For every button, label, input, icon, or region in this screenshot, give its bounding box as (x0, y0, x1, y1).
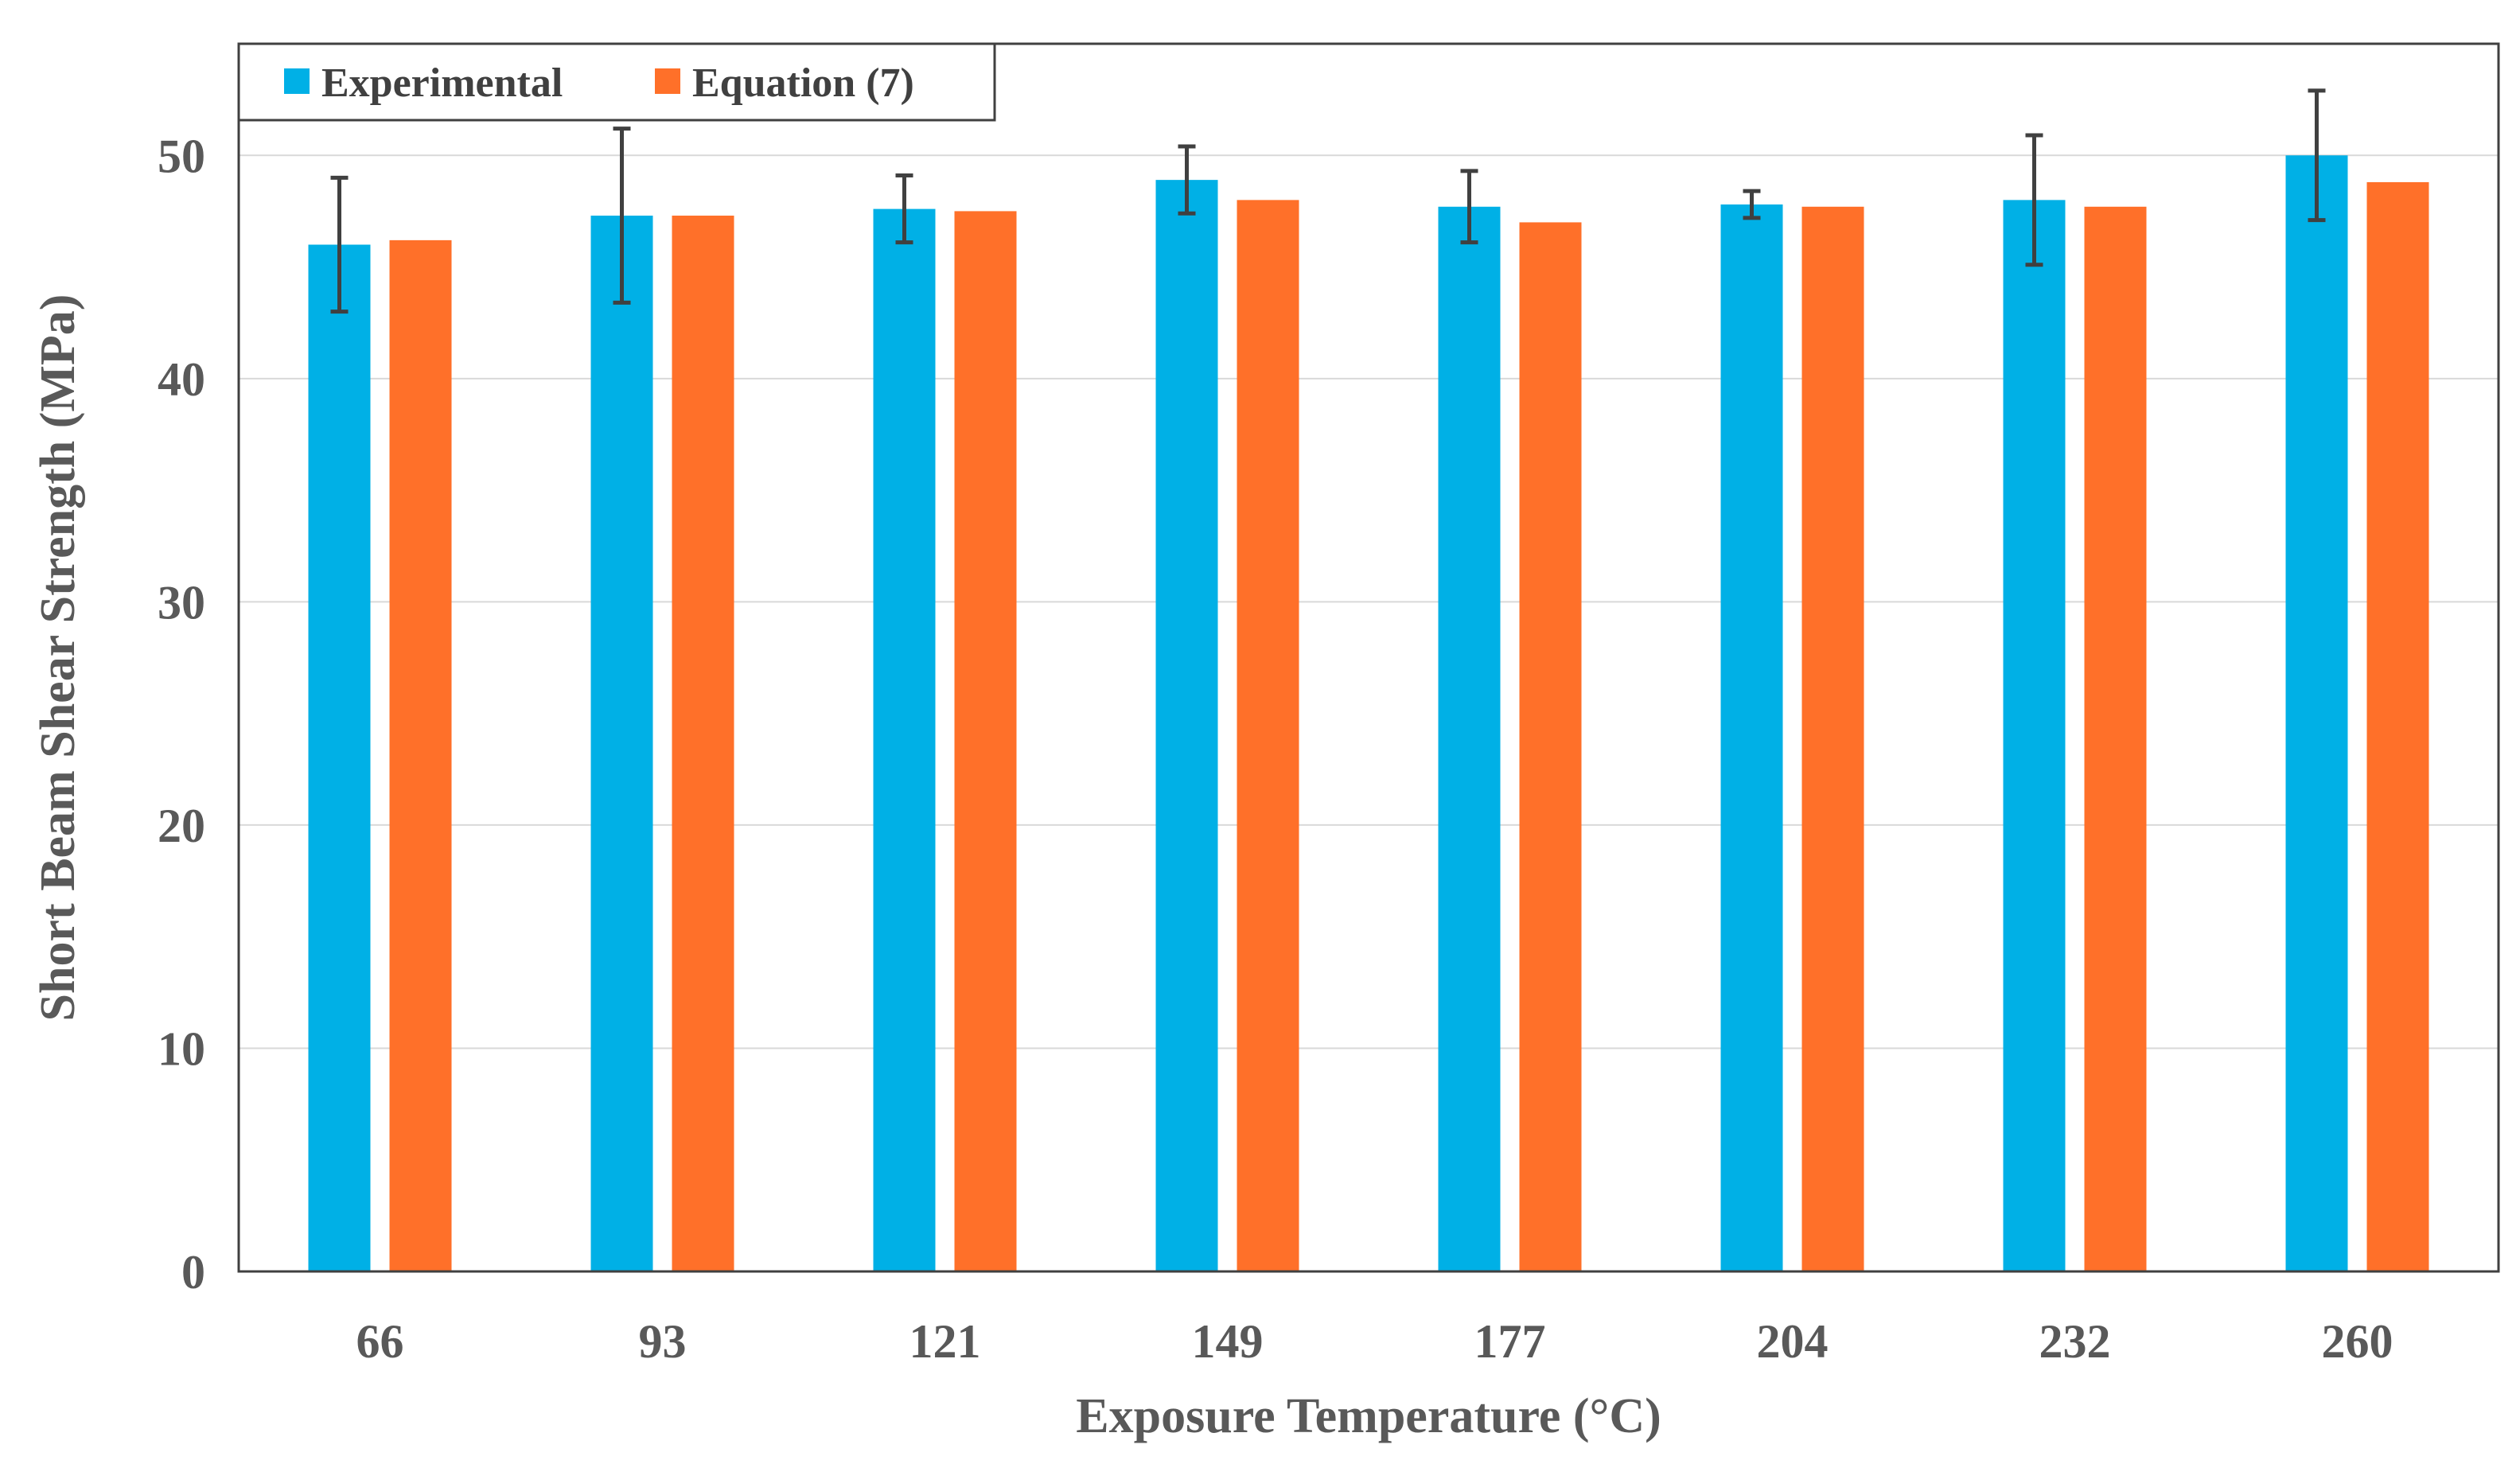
x-tick-label-149: 149 (1192, 1315, 1264, 1368)
legend-label-experimental: Experimental (321, 60, 563, 106)
error-bars (330, 88, 2326, 314)
tick-labels: 0 10 20 30 40 50 66 93 121 149 177 204 232 260 (158, 130, 2393, 1368)
y-tick-label-20: 20 (158, 800, 205, 852)
bar-experimental-232 (2003, 200, 2066, 1271)
y-tick-label-10: 10 (158, 1022, 205, 1075)
error-bar-93 (613, 127, 631, 305)
error-bar-149 (1178, 144, 1196, 216)
x-tick-label-93: 93 (639, 1315, 687, 1368)
y-tick-label-40: 40 (158, 353, 205, 406)
error-bar-260 (2308, 88, 2326, 223)
legend-box (237, 42, 996, 122)
x-tick-label-121: 121 (909, 1315, 981, 1368)
y-tick-label-0: 0 (181, 1246, 205, 1299)
x-tick-label-260: 260 (2322, 1315, 2393, 1368)
x-tick-label-232: 232 (2039, 1315, 2111, 1368)
bar-experimental-260 (2285, 155, 2348, 1272)
bar-experimental-121 (873, 208, 936, 1271)
bar-equation-7-121 (954, 211, 1017, 1272)
gridlines (239, 154, 2499, 1049)
y-tick-label-50: 50 (158, 130, 205, 182)
bar-experimental-204 (1720, 204, 1783, 1272)
bar-experimental-66 (308, 244, 371, 1271)
bar-equation-7-204 (1801, 206, 1864, 1271)
bar-equation-7-93 (672, 216, 734, 1271)
x-tick-label-66: 66 (356, 1315, 404, 1368)
plot-frame (237, 42, 2500, 1273)
bar-equation-7-177 (1519, 222, 1582, 1271)
legend-label-equation-7: Equation (7) (692, 60, 914, 106)
x-axis-title: Exposure Temperature (°C) (1076, 1389, 1661, 1443)
x-tick-label-177: 177 (1474, 1315, 1546, 1368)
bars (308, 155, 2429, 1272)
axes (237, 42, 2500, 1273)
bar-equation-7-66 (389, 239, 452, 1271)
bar-equation-7-149 (1237, 200, 1299, 1271)
bar-experimental-177 (1438, 206, 1501, 1271)
bar-experimental-93 (590, 216, 653, 1271)
error-bar-204 (1743, 189, 1761, 220)
legend-swatch-equation-7 (655, 68, 680, 94)
error-bar-232 (2025, 133, 2043, 267)
bar-experimental-149 (1155, 180, 1218, 1272)
legend: Experimental Equation (7) (237, 42, 996, 122)
error-bar-66 (330, 175, 349, 314)
legend-swatch-experimental (284, 68, 310, 94)
x-tick-label-204: 204 (1757, 1315, 1829, 1368)
y-axis-title: Short Beam Shear Strength (MPa) (31, 294, 85, 1022)
error-bar-177 (1460, 169, 1478, 245)
error-bar-121 (895, 173, 913, 245)
y-tick-label-30: 30 (158, 576, 205, 629)
bar-equation-7-260 (2366, 181, 2429, 1271)
bar-equation-7-232 (2084, 206, 2147, 1271)
